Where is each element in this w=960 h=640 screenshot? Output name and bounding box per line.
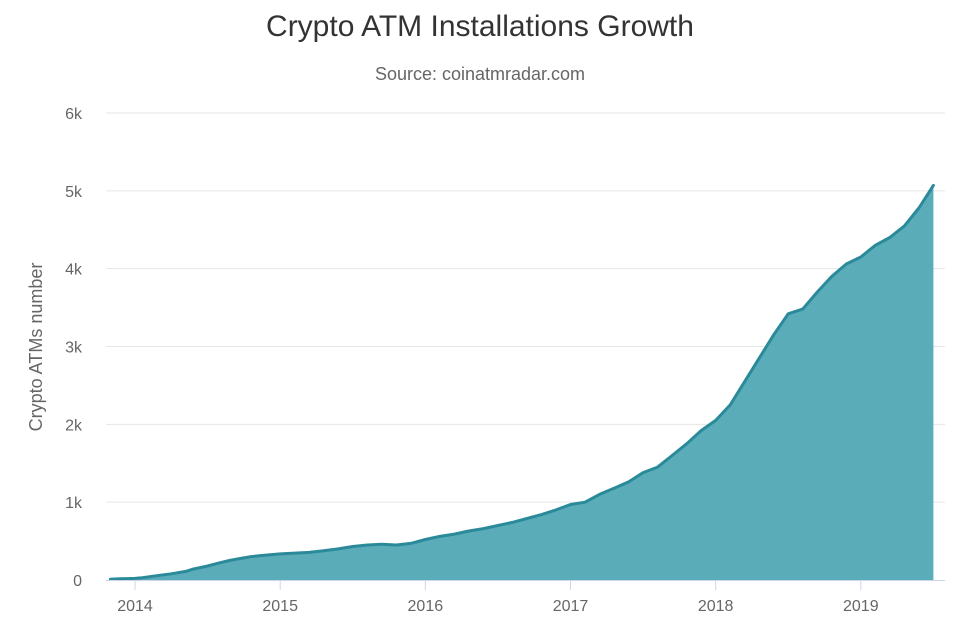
y-axis-title: Crypto ATMs number: [26, 263, 46, 432]
y-tick-label: 6k: [65, 106, 83, 123]
y-tick-label: 2k: [65, 417, 83, 434]
y-tick-label: 4k: [65, 262, 83, 279]
x-tick-label: 2018: [698, 598, 734, 615]
chart-subtitle: Source: coinatmradar.com: [374, 64, 586, 84]
y-tick-label: 3k: [65, 340, 83, 357]
x-tick-label: 2014: [117, 598, 153, 615]
axes: 0 1k 2k 3k 4k 5k 6k 2014 2015 2016 2017 2018 2019: [65, 106, 945, 615]
y-tick-label: 1k: [65, 495, 83, 512]
x-tick-label: 2017: [553, 598, 589, 615]
x-tick-label: 2015: [262, 598, 298, 615]
y-tick-label: 5k: [65, 184, 83, 201]
series-layer: [108, 183, 935, 581]
series-line: [108, 183, 935, 581]
y-tick-label: 0: [73, 573, 82, 590]
x-tick-label: 2016: [408, 598, 444, 615]
series-area: [110, 185, 934, 580]
chart-title: Crypto ATM Installations Growth: [266, 10, 694, 43]
x-tick-label: 2019: [843, 598, 879, 615]
